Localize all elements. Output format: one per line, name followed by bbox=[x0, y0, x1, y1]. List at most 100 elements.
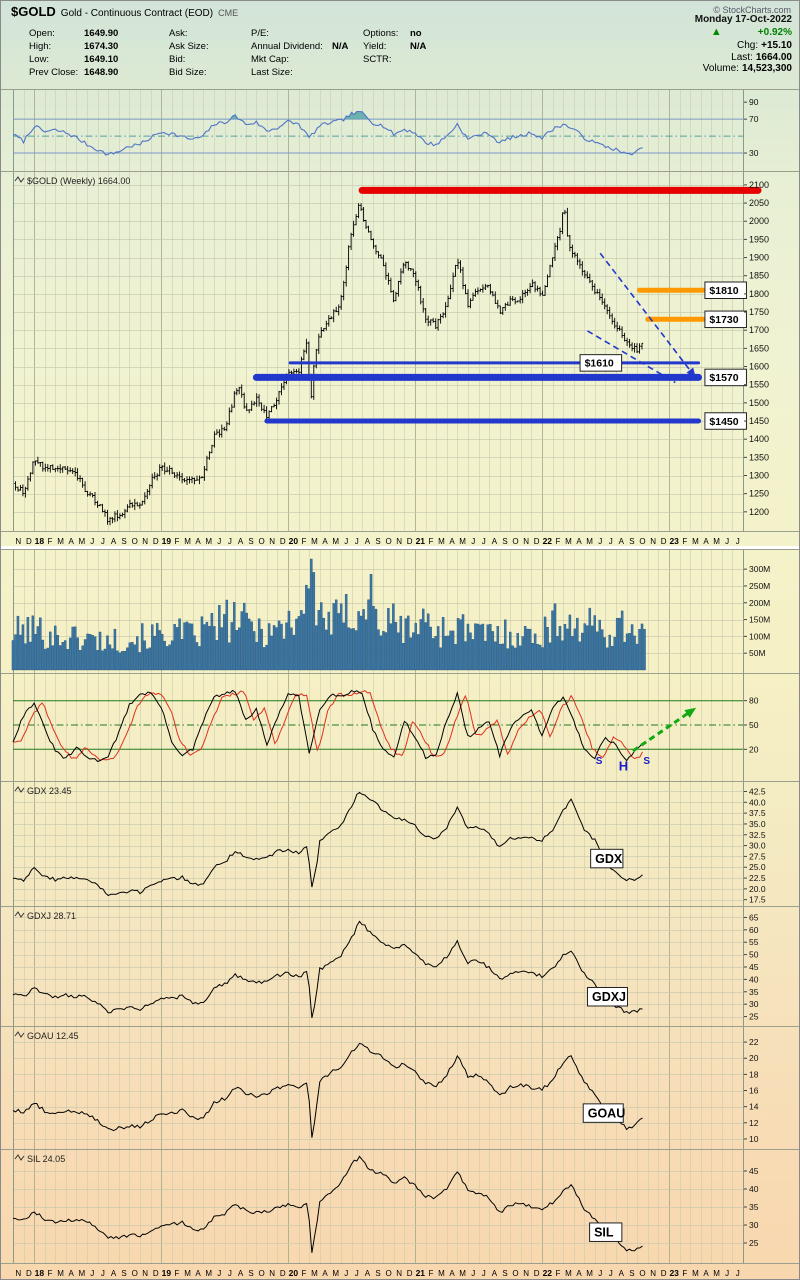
quote-row: Last Size: bbox=[251, 66, 348, 79]
quote-row: Annual Dividend: N/A bbox=[251, 40, 348, 53]
svg-text:J: J bbox=[609, 537, 613, 546]
svg-text:40.0: 40.0 bbox=[749, 797, 766, 807]
gold-legend: $GOLD (Weekly) 1664.00 bbox=[14, 176, 130, 186]
svg-text:65: 65 bbox=[749, 912, 759, 922]
svg-text:A: A bbox=[238, 1269, 244, 1278]
wedge-trendline-1 bbox=[587, 330, 676, 384]
y-axis-labels: 45 40 35 30 25 bbox=[744, 1166, 759, 1248]
svg-text:M: M bbox=[692, 1269, 699, 1278]
inverse-hs-letter-H: H bbox=[619, 758, 628, 773]
svg-text:M: M bbox=[78, 1269, 85, 1278]
svg-text:$GOLD (Weekly) 1664.00: $GOLD (Weekly) 1664.00 bbox=[27, 176, 130, 186]
svg-text:50: 50 bbox=[749, 950, 759, 960]
quote-row: Bid: bbox=[169, 53, 224, 66]
volume-value: 14,523,300 bbox=[741, 63, 792, 74]
svg-text:A: A bbox=[195, 1269, 201, 1278]
svg-text:D: D bbox=[534, 1269, 540, 1278]
quote-label: Options: bbox=[363, 28, 399, 39]
svg-text:D: D bbox=[534, 537, 540, 546]
svg-text:10: 10 bbox=[749, 1134, 759, 1144]
svg-text:30: 30 bbox=[749, 148, 759, 158]
svg-text:M: M bbox=[205, 537, 212, 546]
svg-text:1200: 1200 bbox=[749, 507, 769, 517]
svg-text:A: A bbox=[576, 537, 582, 546]
exchange-label: CME bbox=[218, 8, 239, 18]
svg-text:O: O bbox=[258, 1269, 264, 1278]
svg-text:32.5: 32.5 bbox=[749, 830, 766, 840]
svg-text:J: J bbox=[598, 1269, 602, 1278]
svg-text:GDXJ 28.71: GDXJ 28.71 bbox=[27, 911, 76, 921]
quote-row: P/E: bbox=[251, 27, 348, 40]
svg-text:S: S bbox=[248, 537, 253, 546]
svg-text:J: J bbox=[482, 1269, 486, 1278]
svg-text:F: F bbox=[175, 537, 180, 546]
svg-text:O: O bbox=[639, 537, 645, 546]
percent-change: +0.92% bbox=[757, 26, 792, 38]
quote-row: Prev Close: 1648.90 bbox=[29, 66, 118, 79]
svg-text:J: J bbox=[217, 537, 221, 546]
svg-text:GDXJ: GDXJ bbox=[592, 990, 626, 1004]
quote-label: SCTR: bbox=[363, 54, 392, 65]
svg-text:A: A bbox=[365, 1269, 371, 1278]
svg-text:M: M bbox=[311, 537, 318, 546]
svg-text:N: N bbox=[396, 1269, 402, 1278]
svg-text:SIL 24.05: SIL 24.05 bbox=[27, 1154, 65, 1164]
gdx-line bbox=[12, 791, 643, 897]
y-axis-labels: 22 20 18 16 14 12 10 bbox=[744, 1037, 759, 1144]
quote-value: 1674.30 bbox=[84, 41, 119, 52]
gridlines bbox=[13, 782, 744, 906]
svg-text:100M: 100M bbox=[749, 631, 770, 641]
svg-text:1850: 1850 bbox=[749, 271, 769, 281]
svg-text:F: F bbox=[48, 1269, 53, 1278]
svg-text:J: J bbox=[725, 537, 729, 546]
quote-label: Ask: bbox=[169, 28, 188, 39]
quote-label: Low: bbox=[29, 54, 50, 65]
svg-text:N: N bbox=[650, 537, 656, 546]
svg-text:35.0: 35.0 bbox=[749, 819, 766, 829]
svg-text:A: A bbox=[492, 537, 498, 546]
svg-text:O: O bbox=[132, 1269, 138, 1278]
svg-text:N: N bbox=[523, 537, 529, 546]
quote-grid: Open: 1649.90 High: 1674.30 Low: 1649.10 Prev … bbox=[1, 27, 799, 83]
quote-column-1: Open: 1649.90 High: 1674.30 Low: 1649.10 Prev … bbox=[29, 27, 118, 79]
svg-text:J: J bbox=[90, 537, 94, 546]
svg-text:D: D bbox=[26, 537, 32, 546]
y-axis-labels: 300M 250M 200M 150M 100M 50M bbox=[744, 564, 770, 658]
svg-text:D: D bbox=[407, 1269, 413, 1278]
svg-text:A: A bbox=[449, 1269, 455, 1278]
svg-text:M: M bbox=[586, 1269, 593, 1278]
svg-text:$1810: $1810 bbox=[709, 285, 738, 297]
svg-text:F: F bbox=[555, 537, 560, 546]
svg-text:D: D bbox=[153, 537, 159, 546]
svg-text:50: 50 bbox=[749, 720, 759, 730]
svg-text:$1610: $1610 bbox=[585, 358, 614, 370]
svg-text:D: D bbox=[153, 1269, 159, 1278]
svg-text:55: 55 bbox=[749, 937, 759, 947]
svg-text:M: M bbox=[78, 537, 85, 546]
quote-row: Ask Size: bbox=[169, 40, 224, 53]
panel-volume: 300M 250M 200M 150M 100M 50M bbox=[1, 549, 799, 673]
gridlines bbox=[13, 172, 744, 531]
volume-label: Volume: bbox=[702, 63, 739, 74]
rsi-overbought-fill bbox=[13, 111, 643, 120]
quote-row: Yield: N/A bbox=[363, 40, 426, 53]
y-axis-labels: 80 50 20 bbox=[744, 696, 759, 754]
svg-text:50M: 50M bbox=[749, 648, 766, 658]
svg-text:S: S bbox=[248, 1269, 253, 1278]
svg-text:N: N bbox=[650, 1269, 656, 1278]
svg-text:GDX 23.45: GDX 23.45 bbox=[27, 786, 72, 796]
svg-text:M: M bbox=[692, 537, 699, 546]
y-axis-labels: 65 60 55 50 45 40 35 30 25 bbox=[744, 912, 759, 1022]
svg-text:F: F bbox=[555, 1269, 560, 1278]
y-axis-labels: 42.540.037.535.032.530.027.525.022.520.0… bbox=[744, 786, 766, 905]
svg-text:70: 70 bbox=[749, 114, 759, 124]
svg-text:A: A bbox=[619, 1269, 625, 1278]
svg-text:1650: 1650 bbox=[749, 343, 769, 353]
svg-text:J: J bbox=[228, 537, 232, 546]
svg-text:200M: 200M bbox=[749, 598, 770, 608]
svg-text:45: 45 bbox=[749, 1166, 759, 1176]
svg-text:J: J bbox=[355, 1269, 359, 1278]
svg-text:M: M bbox=[311, 1269, 318, 1278]
goau-line bbox=[12, 1042, 643, 1138]
